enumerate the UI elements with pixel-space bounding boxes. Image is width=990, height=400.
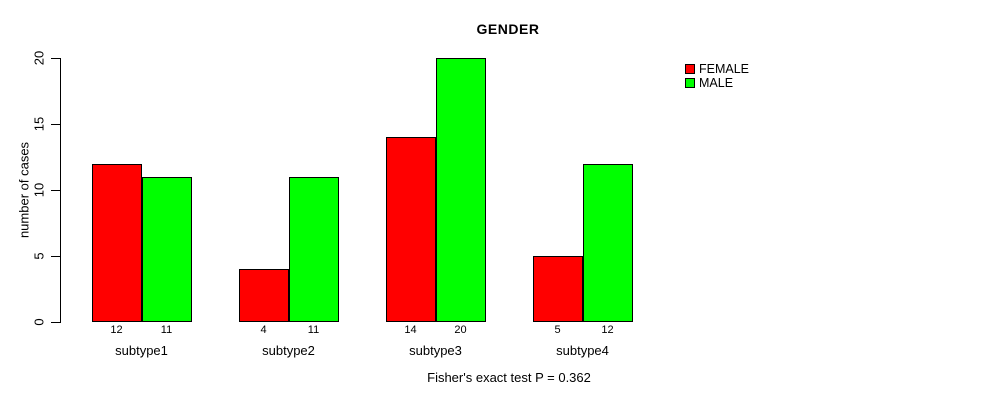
bar-male-subtype1 [141, 176, 192, 322]
bar-value-label-male-subtype4: 12 [601, 324, 614, 336]
bar-value-label-male-subtype1: 11 [160, 324, 173, 336]
bar-female-subtype3 [385, 137, 436, 322]
legend-item-female: FEMALE [685, 61, 750, 76]
bar-male-subtype3 [435, 58, 486, 322]
y-tick-mark-15 [51, 124, 60, 125]
bar-value-label-male-subtype2: 11 [307, 324, 320, 336]
y-axis-label: number of cases [16, 141, 32, 239]
legend-swatch-male [685, 77, 695, 88]
legend-label-male: MALE [699, 75, 734, 90]
annotation-fishers-test: Fisher's exact test P = 0.362 [427, 370, 591, 385]
y-tick-mark-5 [51, 256, 60, 257]
legend-item-male: MALE [685, 75, 749, 90]
y-tick-label-15: 15 [31, 116, 47, 132]
bar-female-subtype4 [532, 256, 583, 322]
y-tick-label-20: 20 [31, 50, 47, 66]
legend: FEMALE MALE [685, 62, 749, 90]
y-tick-mark-0 [51, 322, 60, 323]
y-tick-label-5: 5 [31, 252, 47, 260]
legend-swatch-female [685, 63, 695, 74]
bar-value-label-female-subtype2: 4 [260, 324, 267, 336]
bar-value-label-male-subtype3: 20 [454, 324, 467, 336]
bar-value-label-female-subtype1: 12 [110, 324, 123, 336]
bar-female-subtype1 [91, 163, 142, 322]
bar-value-label-female-subtype4: 5 [554, 324, 561, 336]
y-tick-mark-10 [51, 190, 60, 191]
chart-title: GENDER [476, 21, 540, 37]
x-tick-label-subtype1: subtype1 [115, 343, 168, 358]
y-tick-label-10: 10 [31, 182, 47, 198]
y-tick-label-0: 0 [31, 318, 47, 326]
y-axis-line [60, 58, 61, 323]
x-tick-label-subtype2: subtype2 [262, 343, 315, 358]
bar-male-subtype2 [288, 176, 339, 322]
x-tick-label-subtype4: subtype4 [556, 343, 609, 358]
bar-female-subtype2 [238, 269, 289, 322]
bar-value-label-female-subtype3: 14 [404, 324, 417, 336]
bar-male-subtype4 [582, 163, 633, 322]
legend-label-female: FEMALE [699, 61, 750, 76]
x-tick-label-subtype3: subtype3 [409, 343, 462, 358]
y-tick-mark-20 [51, 58, 60, 59]
